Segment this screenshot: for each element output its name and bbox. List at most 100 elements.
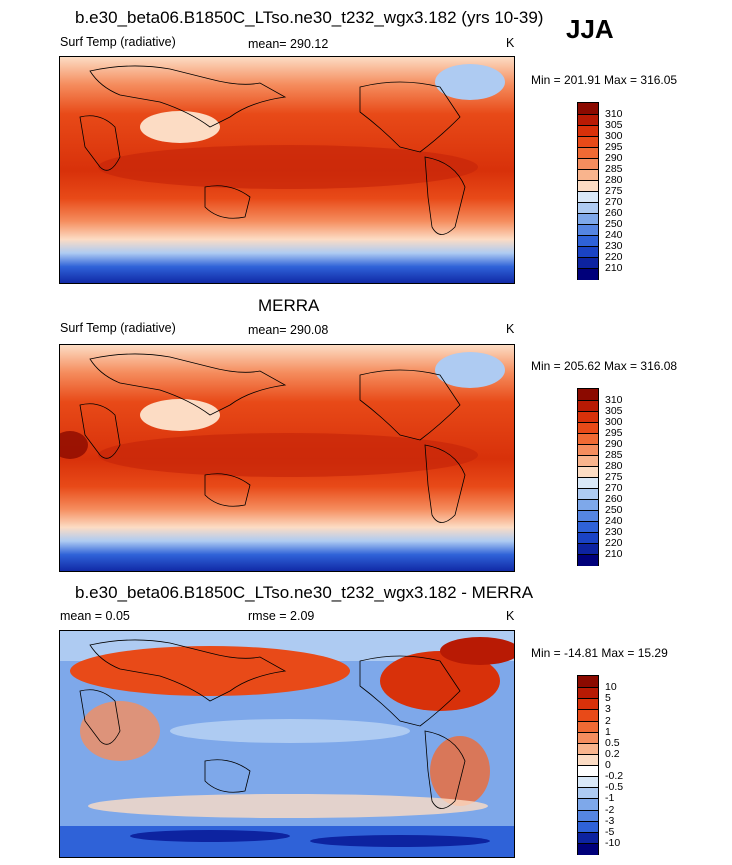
panel3-units-label: K	[506, 609, 515, 623]
colorbar-swatch	[578, 389, 598, 400]
colorbar-tick-label: 230	[605, 240, 623, 252]
panel2-colorbar	[577, 388, 599, 566]
colorbar-swatch	[578, 831, 598, 844]
panel1-minmax-label: Min = 201.91 Max = 316.05	[531, 73, 678, 87]
colorbar-tick-label: 230	[605, 526, 623, 538]
panel3-rmse-label: rmse = 2.09	[248, 609, 315, 623]
colorbar-swatch	[578, 433, 598, 445]
colorbar-swatch	[578, 687, 598, 700]
colorbar-swatch	[578, 765, 598, 778]
colorbar-swatch	[578, 787, 598, 800]
colorbar-swatch	[578, 125, 598, 137]
colorbar-tick-label: 220	[605, 537, 623, 549]
colorbar-swatch	[578, 842, 598, 855]
colorbar-tick-label: 300	[605, 416, 623, 428]
colorbar-swatch	[578, 731, 598, 744]
colorbar-swatch	[578, 257, 598, 269]
panel2-temperature-field	[60, 345, 514, 571]
colorbar-tick-label: -0.2	[605, 770, 624, 783]
colorbar-tick-label: 260	[605, 207, 623, 219]
colorbar-tick-label: 0	[605, 759, 611, 771]
colorbar-swatch	[578, 676, 598, 688]
colorbar-swatch	[578, 224, 598, 236]
colorbar-tick-label: -3	[605, 814, 615, 827]
colorbar-swatch	[578, 103, 598, 114]
colorbar-swatch	[578, 114, 598, 126]
colorbar-tick-label: 210	[605, 262, 623, 274]
colorbar-tick-label: -5	[605, 825, 615, 838]
colorbar-swatch	[578, 213, 598, 225]
colorbar-tick-label: -0.5	[605, 781, 624, 794]
colorbar-swatch	[578, 191, 598, 203]
panel2-mean-label: mean= 290.08	[248, 323, 329, 337]
colorbar-swatch	[578, 499, 598, 511]
colorbar-tick-label: 210	[605, 548, 623, 560]
panel1-temperature-field	[60, 57, 514, 283]
colorbar-tick-label: 290	[605, 438, 623, 450]
panel1-variable-label: Surf Temp (radiative)	[60, 35, 176, 49]
colorbar-swatch	[578, 820, 598, 833]
colorbar-tick-label: 250	[605, 504, 623, 516]
colorbar-tick-label: -1	[605, 792, 615, 805]
colorbar-swatch	[578, 411, 598, 423]
panel2-variable-label: Surf Temp (radiative)	[60, 321, 176, 335]
colorbar-swatch	[578, 268, 598, 280]
colorbar-swatch	[578, 543, 598, 555]
panel1-title: b.e30_beta06.B1850C_LTso.ne30_t232_wgx3.…	[75, 8, 544, 27]
colorbar-tick-label: 220	[605, 251, 623, 263]
colorbar-tick-label: 270	[605, 482, 623, 494]
colorbar-swatch	[578, 202, 598, 214]
colorbar-swatch	[578, 400, 598, 412]
colorbar-swatch	[578, 136, 598, 148]
colorbar-tick-label: 0.5	[605, 736, 620, 749]
colorbar-tick-label: 275	[605, 185, 623, 197]
colorbar-tick-label: 2	[605, 714, 611, 727]
colorbar-tick-label: 305	[605, 119, 623, 131]
colorbar-swatch	[578, 720, 598, 733]
colorbar-swatch	[578, 510, 598, 522]
colorbar-tick-label: -2	[605, 803, 615, 816]
colorbar-tick-label: 5	[605, 692, 611, 705]
colorbar-swatch	[578, 235, 598, 247]
panel1-units-label: K	[506, 36, 515, 50]
colorbar-swatch	[578, 488, 598, 500]
colorbar-swatch	[578, 554, 598, 566]
colorbar-tick-label: 1	[605, 725, 611, 738]
colorbar-tick-label: 250	[605, 218, 623, 230]
panel3-mean-label: mean = 0.05	[60, 609, 130, 623]
colorbar-swatch	[578, 709, 598, 722]
colorbar-tick-label: 270	[605, 196, 623, 208]
colorbar-tick-label: 240	[605, 229, 623, 241]
colorbar-tick-label: 285	[605, 449, 623, 461]
colorbar-tick-label: 295	[605, 141, 623, 153]
colorbar-swatch	[578, 455, 598, 467]
colorbar-tick-label: 10	[605, 681, 617, 694]
panel3-map	[59, 630, 515, 858]
colorbar-tick-label: 280	[605, 460, 623, 472]
panel3-minmax-label: Min = -14.81 Max = 15.29	[531, 646, 668, 660]
colorbar-swatch	[578, 147, 598, 159]
colorbar-tick-label: 295	[605, 427, 623, 439]
colorbar-tick-label: 310	[605, 394, 623, 406]
panel3-colorbar	[577, 675, 599, 855]
colorbar-swatch	[578, 809, 598, 822]
panel2-minmax-label: Min = 205.62 Max = 316.08	[531, 359, 678, 373]
colorbar-tick-label: 290	[605, 152, 623, 164]
colorbar-tick-label: 280	[605, 174, 623, 186]
colorbar-swatch	[578, 698, 598, 711]
colorbar-swatch	[578, 798, 598, 811]
colorbar-tick-label: 240	[605, 515, 623, 527]
colorbar-swatch	[578, 466, 598, 478]
panel1-map	[59, 56, 515, 284]
season-label: JJA	[566, 14, 614, 44]
panel2-map	[59, 344, 515, 572]
colorbar-tick-label: 260	[605, 493, 623, 505]
colorbar-swatch	[578, 742, 598, 755]
colorbar-tick-label: 0.2	[605, 747, 620, 760]
panel2-title: MERRA	[258, 296, 320, 315]
panel1-mean-label: mean= 290.12	[248, 37, 329, 51]
colorbar-tick-label: -10	[605, 836, 621, 849]
colorbar-swatch	[578, 477, 598, 489]
panel3-difference-field	[60, 631, 514, 857]
colorbar-tick-label: 305	[605, 405, 623, 417]
